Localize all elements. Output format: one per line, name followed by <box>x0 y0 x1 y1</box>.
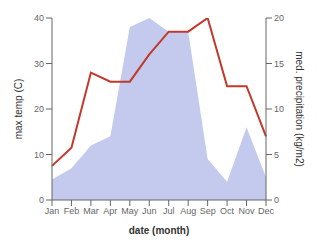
svg-text:5: 5 <box>274 150 279 160</box>
svg-text:Sep: Sep <box>200 206 216 216</box>
svg-text:med. precipitation (kg/m2): med. precipitation (kg/m2) <box>294 51 305 167</box>
svg-text:Oct: Oct <box>220 206 235 216</box>
svg-text:15: 15 <box>274 59 284 69</box>
svg-text:0: 0 <box>39 195 44 205</box>
svg-text:max temp (C): max temp (C) <box>13 79 24 140</box>
svg-text:Jan: Jan <box>45 206 60 216</box>
svg-text:Dec: Dec <box>258 206 275 216</box>
svg-text:Nov: Nov <box>239 206 256 216</box>
svg-text:Apr: Apr <box>103 206 117 216</box>
svg-text:May: May <box>121 206 139 216</box>
svg-text:Aug: Aug <box>180 206 196 216</box>
svg-text:20: 20 <box>274 13 284 23</box>
svg-text:Mar: Mar <box>83 206 99 216</box>
svg-text:date (month): date (month) <box>129 225 190 236</box>
svg-text:10: 10 <box>34 150 44 160</box>
svg-text:40: 40 <box>34 13 44 23</box>
svg-text:30: 30 <box>34 59 44 69</box>
svg-text:20: 20 <box>34 104 44 114</box>
svg-text:0: 0 <box>274 195 279 205</box>
svg-text:Feb: Feb <box>64 206 80 216</box>
svg-text:10: 10 <box>274 104 284 114</box>
svg-text:Jul: Jul <box>163 206 175 216</box>
svg-text:Jun: Jun <box>142 206 157 216</box>
